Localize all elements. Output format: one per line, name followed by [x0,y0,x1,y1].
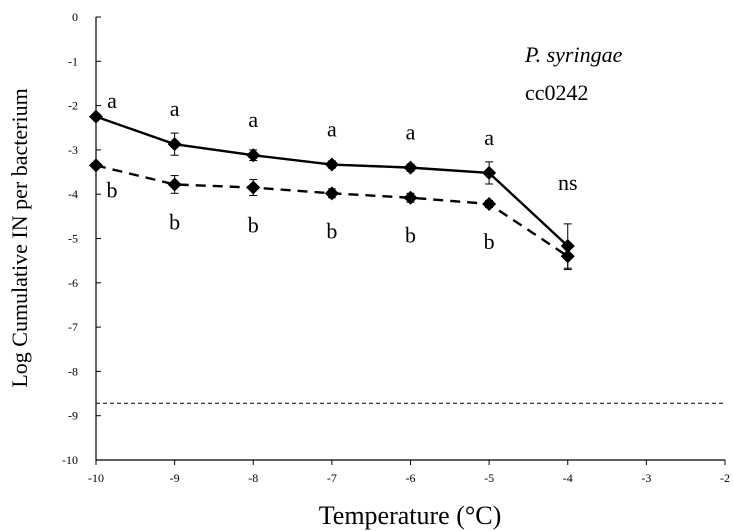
significance-label: b [169,209,180,234]
x-tick-label: -8 [248,471,258,485]
y-tick-label: -8 [68,364,78,378]
significance-label: b [107,177,118,202]
series-layer [89,109,575,271]
y-tick-label: -6 [68,276,78,290]
data-point-s2 [560,249,575,264]
x-tick-label: -6 [406,471,416,485]
y-tick-label: -2 [68,99,78,113]
significance-label: b [405,223,416,248]
y-tick-label: -3 [68,143,78,157]
significance-label: a [406,120,416,145]
significance-label: ns [558,170,578,195]
significance-label: b [484,229,495,254]
x-tick-label: -7 [327,471,337,485]
significance-label: a [248,107,258,132]
y-tick-label: -9 [68,409,78,423]
data-point-s2 [167,177,182,192]
significance-label: a [107,88,117,113]
significance-label: b [326,218,337,243]
y-tick-label: -1 [68,54,78,68]
data-point-s2 [246,180,261,195]
significance-label: b [248,213,259,238]
data-point-s2 [482,196,497,211]
annotation-organism: P. syringae [524,42,623,67]
x-tick-label: -5 [484,471,494,485]
y-axis-title: Log Cumulative IN per bacterium [7,88,32,387]
x-axis-title: Temperature (°C) [319,501,502,530]
y-tick-label: -7 [68,320,78,334]
data-point-s1 [403,160,418,175]
x-tick-label: -9 [170,471,180,485]
x-ticks: -10 -9 -8 -7 -6 -5 -4 -3 -2 [88,460,730,485]
data-point-s1 [89,109,103,124]
data-point-s1 [324,157,339,172]
significance-label: a [327,117,337,142]
data-point-s1 [482,165,497,180]
significance-label: a [170,96,180,121]
significance-label: a [484,125,494,150]
y-tick-label: 0 [72,10,78,24]
y-ticks: 0 -1 -2 -3 -4 -5 -6 -7 -8 -9 -10 [62,10,101,467]
x-tick-label: -4 [563,471,573,485]
significance-labels: a a a a a a ns b b b b b b [107,88,578,254]
x-tick-label: -3 [641,471,651,485]
y-tick-label: -5 [68,232,78,246]
data-point-s2 [403,190,418,205]
data-point-s2 [324,186,339,201]
y-tick-label: -4 [68,187,78,201]
x-tick-label: -2 [720,471,730,485]
data-point-s1 [246,148,261,163]
data-point-s2 [89,158,103,173]
x-tick-label: -10 [88,471,104,485]
y-tick-label: -10 [62,453,78,467]
data-point-s1 [167,137,182,152]
annotation-strain: cc0242 [525,80,589,105]
